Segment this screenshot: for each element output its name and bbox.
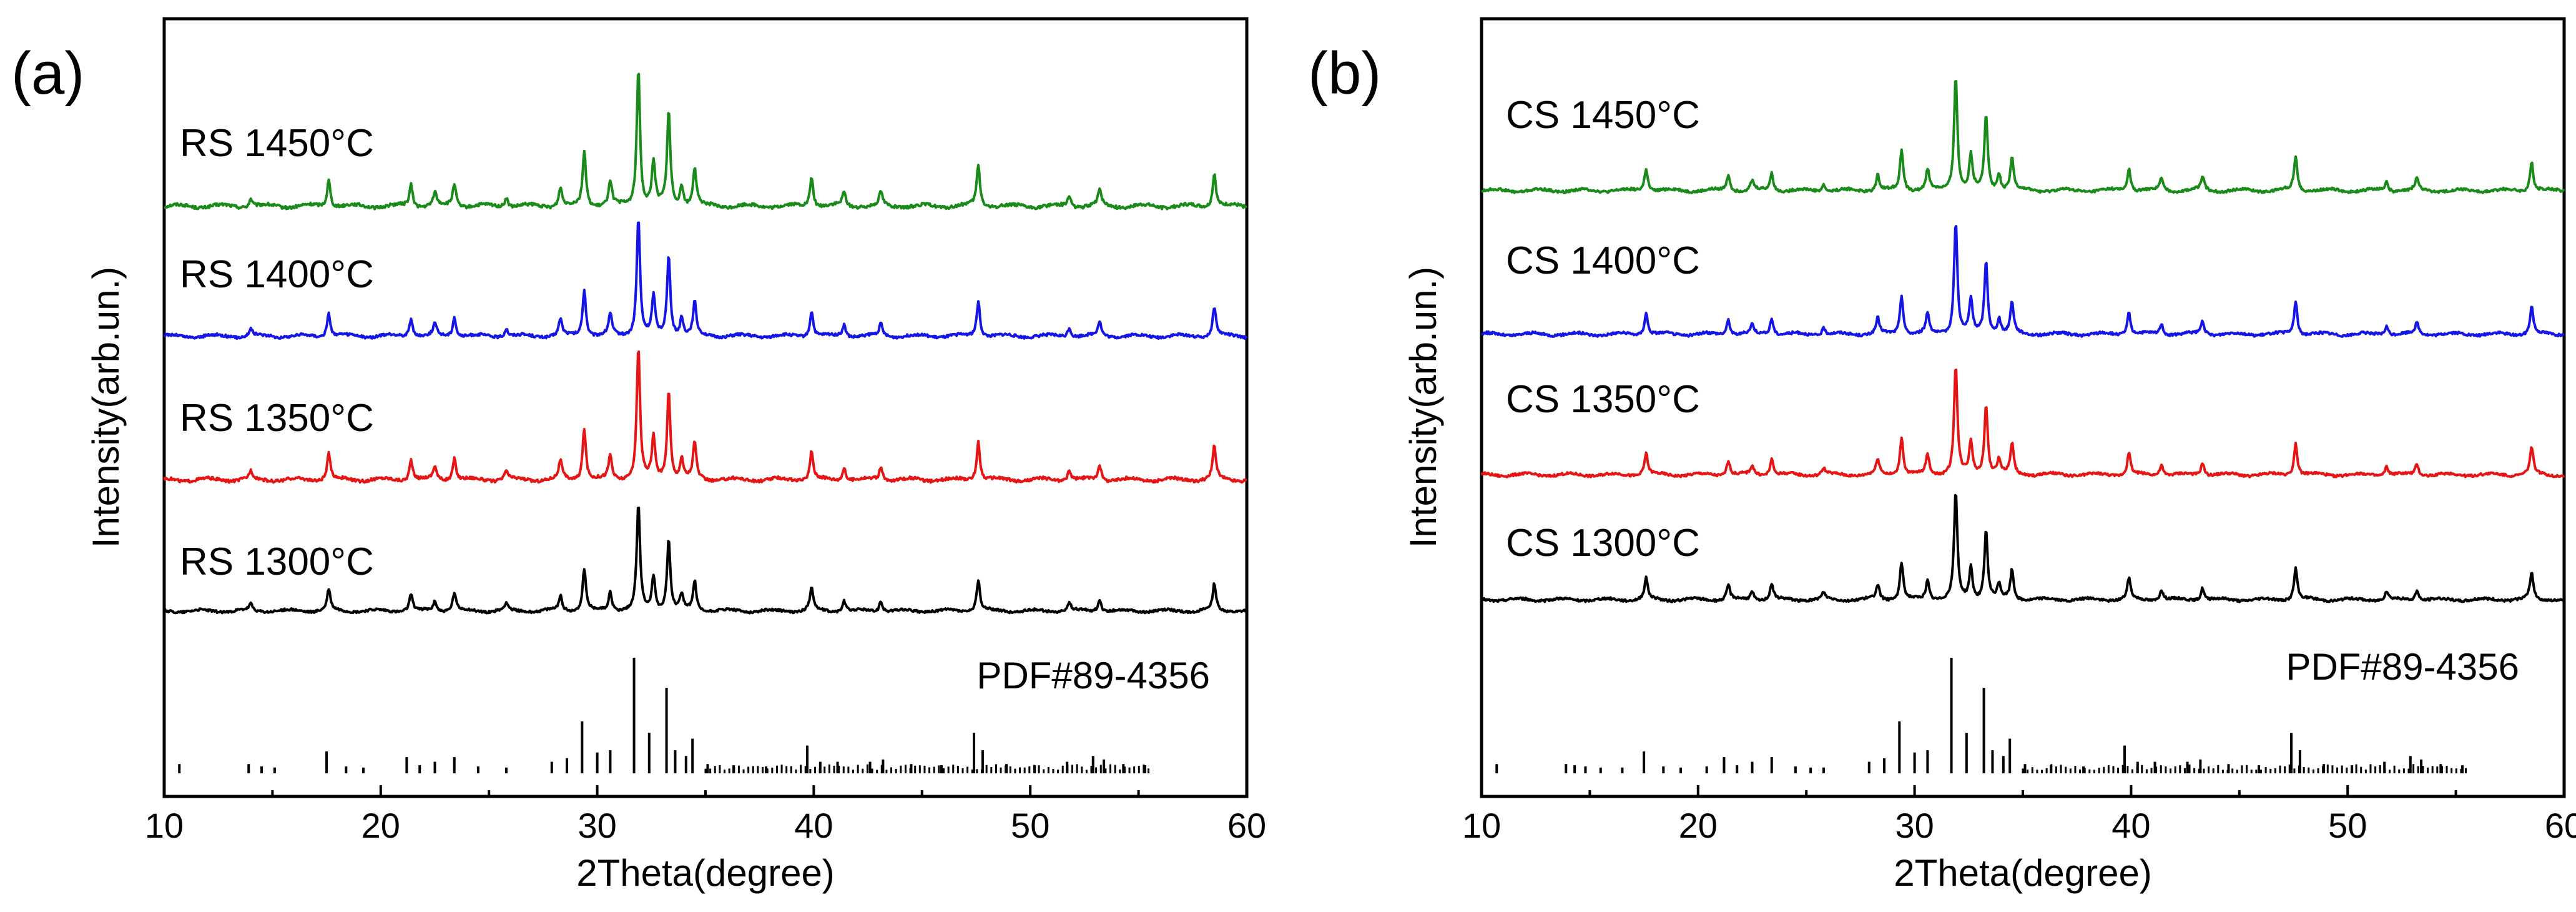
panel-letter: (a) — [11, 40, 84, 107]
series-line-1 — [1480, 225, 2565, 338]
series-line-2 — [163, 350, 1247, 484]
x-tick-label: 40 — [794, 806, 833, 845]
series-label-2: RS 1350°C — [180, 397, 374, 440]
series-label-1: CS 1400°C — [1506, 239, 1700, 282]
series-line-0 — [164, 72, 1247, 211]
series-line-0 — [1481, 80, 2565, 194]
y-axis-label: Intensity(arb.un.) — [85, 267, 127, 548]
series-label-3: RS 1300°C — [180, 540, 374, 583]
y-axis-label: Intensity(arb.un.) — [1402, 267, 1444, 548]
series-label-3: CS 1300°C — [1506, 522, 1700, 565]
series-line-2 — [1480, 369, 2565, 478]
x-axis-label: 2Theta(degree) — [576, 852, 835, 894]
x-tick-label: 20 — [361, 806, 400, 845]
series-line-1 — [163, 221, 1248, 340]
series-line-3 — [1480, 493, 2565, 603]
reference-label: PDF#89-4356 — [2286, 646, 2519, 688]
x-axis-label: 2Theta(degree) — [1894, 852, 2152, 894]
series-label-0: RS 1450°C — [180, 122, 374, 165]
x-tick-label: 30 — [1895, 806, 1934, 845]
x-tick-label: 10 — [145, 806, 184, 845]
x-tick-label: 60 — [1227, 806, 1266, 845]
x-tick-label: 20 — [1679, 806, 1718, 845]
reference-label: PDF#89-4356 — [976, 655, 1210, 696]
x-tick-label: 40 — [2111, 806, 2150, 845]
x-tick-label: 60 — [2545, 806, 2576, 845]
x-tick-label: 30 — [578, 806, 616, 845]
x-tick-label: 50 — [2328, 806, 2367, 845]
x-tick-label: 50 — [1011, 806, 1050, 845]
series-line-3 — [163, 507, 1248, 615]
series-label-0: CS 1450°C — [1506, 94, 1700, 137]
series-label-1: RS 1400°C — [180, 253, 374, 296]
panel-letter: (b) — [1308, 40, 1381, 107]
series-label-2: CS 1350°C — [1506, 378, 1700, 421]
x-tick-label: 10 — [1462, 806, 1501, 845]
